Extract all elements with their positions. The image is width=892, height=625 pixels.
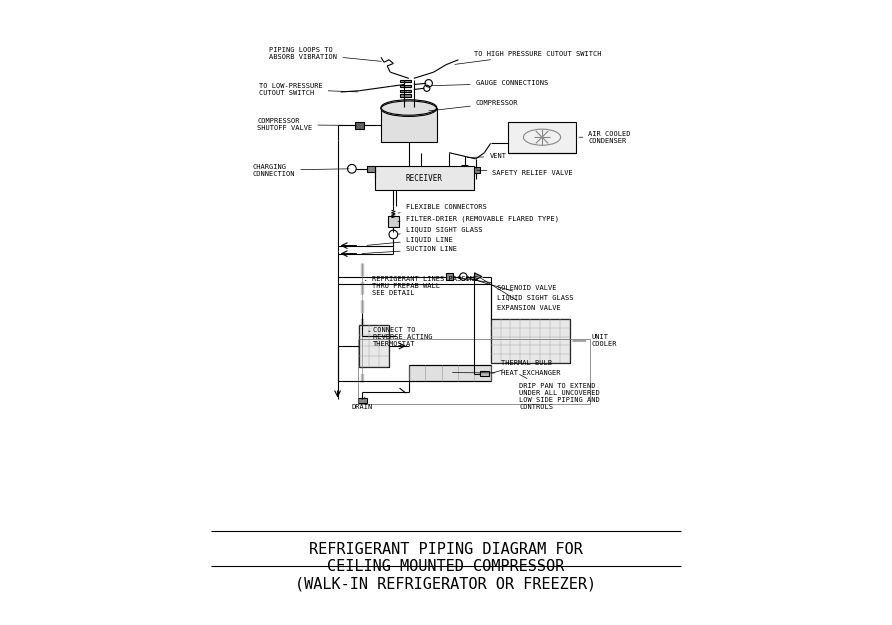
Text: UNIT
COOLER: UNIT COOLER xyxy=(573,334,617,348)
Bar xyxy=(401,89,411,92)
Text: REFRIGERANT LINES PASSING
THRU PREFAB WALL
SEE DETAIL: REFRIGERANT LINES PASSING THRU PREFAB WA… xyxy=(365,276,478,296)
Bar xyxy=(359,325,389,367)
Bar xyxy=(508,122,576,152)
Bar xyxy=(491,319,570,363)
Bar xyxy=(401,94,411,97)
Bar xyxy=(381,108,437,142)
Bar xyxy=(471,167,480,173)
Text: HEAT EXCHANGER: HEAT EXCHANGER xyxy=(452,370,560,376)
Bar xyxy=(355,122,364,129)
Text: EXPANSION VALVE: EXPANSION VALVE xyxy=(481,278,560,311)
Text: LIQUID SIGHT GLASS: LIQUID SIGHT GLASS xyxy=(398,226,483,234)
Text: AIR COOLED
CONDENSER: AIR COOLED CONDENSER xyxy=(579,131,631,144)
Bar xyxy=(388,216,399,227)
Text: FLEXIBLE CONNECTORS: FLEXIBLE CONNECTORS xyxy=(398,204,486,213)
Text: DRAIN: DRAIN xyxy=(351,397,373,409)
Text: CEILING MOUNTED COMPRESSOR: CEILING MOUNTED COMPRESSOR xyxy=(327,559,565,574)
Ellipse shape xyxy=(381,100,437,115)
Text: (WALK-IN REFRIGERATOR OR FREEZER): (WALK-IN REFRIGERATOR OR FREEZER) xyxy=(295,576,597,591)
Bar xyxy=(409,364,491,381)
Text: VENT: VENT xyxy=(467,153,507,159)
Bar xyxy=(358,398,367,403)
Text: COMPRESSOR: COMPRESSOR xyxy=(429,100,518,111)
Text: SAFETY RELIEF VALVE: SAFETY RELIEF VALVE xyxy=(476,170,574,176)
Text: LIQUID LINE: LIQUID LINE xyxy=(367,236,452,246)
Bar xyxy=(409,364,491,381)
Bar xyxy=(480,371,490,376)
Bar xyxy=(491,319,570,363)
Text: DRIP PAN TO EXTEND
UNDER ALL UNCOVERED
LOW SIDE PIPING AND
CONTROLS: DRIP PAN TO EXTEND UNDER ALL UNCOVERED L… xyxy=(519,374,599,409)
Bar xyxy=(358,339,591,404)
Text: THERMAL BULB: THERMAL BULB xyxy=(492,360,551,373)
Text: GAUGE CONNECTIONS: GAUGE CONNECTIONS xyxy=(432,80,548,86)
Bar xyxy=(446,273,453,280)
Text: RECEIVER: RECEIVER xyxy=(406,174,442,182)
Bar xyxy=(401,84,411,87)
Polygon shape xyxy=(475,273,482,280)
Text: REFRIGERANT PIPING DIAGRAM FOR: REFRIGERANT PIPING DIAGRAM FOR xyxy=(310,542,582,557)
Text: FILTER-DRIER (REMOVABLE FLARED TYPE): FILTER-DRIER (REMOVABLE FLARED TYPE) xyxy=(398,215,558,222)
Text: TO LOW-PRESSURE
CUTOUT SWITCH: TO LOW-PRESSURE CUTOUT SWITCH xyxy=(259,83,358,96)
Text: LIQUID SIGHT GLASS: LIQUID SIGHT GLASS xyxy=(466,278,574,301)
Bar xyxy=(401,79,411,82)
Bar xyxy=(367,166,375,172)
Bar xyxy=(359,325,389,367)
Text: COMPRESSOR
SHUTOFF VALVE: COMPRESSOR SHUTOFF VALVE xyxy=(257,118,357,131)
Text: SOLENOID VALVE: SOLENOID VALVE xyxy=(452,277,557,291)
Text: CONNECT TO
REVERSE ACTING
THERMOSTAT: CONNECT TO REVERSE ACTING THERMOSTAT xyxy=(368,328,433,348)
Text: PIPING LOOPS TO
ABSORB VIBRATION: PIPING LOOPS TO ABSORB VIBRATION xyxy=(269,47,381,61)
Text: SUCTION LINE: SUCTION LINE xyxy=(362,246,457,254)
Text: CHARGING
CONNECTION: CHARGING CONNECTION xyxy=(252,164,349,176)
Bar xyxy=(375,166,474,190)
Text: TO HIGH PRESSURE CUTOUT SWITCH: TO HIGH PRESSURE CUTOUT SWITCH xyxy=(455,51,601,64)
